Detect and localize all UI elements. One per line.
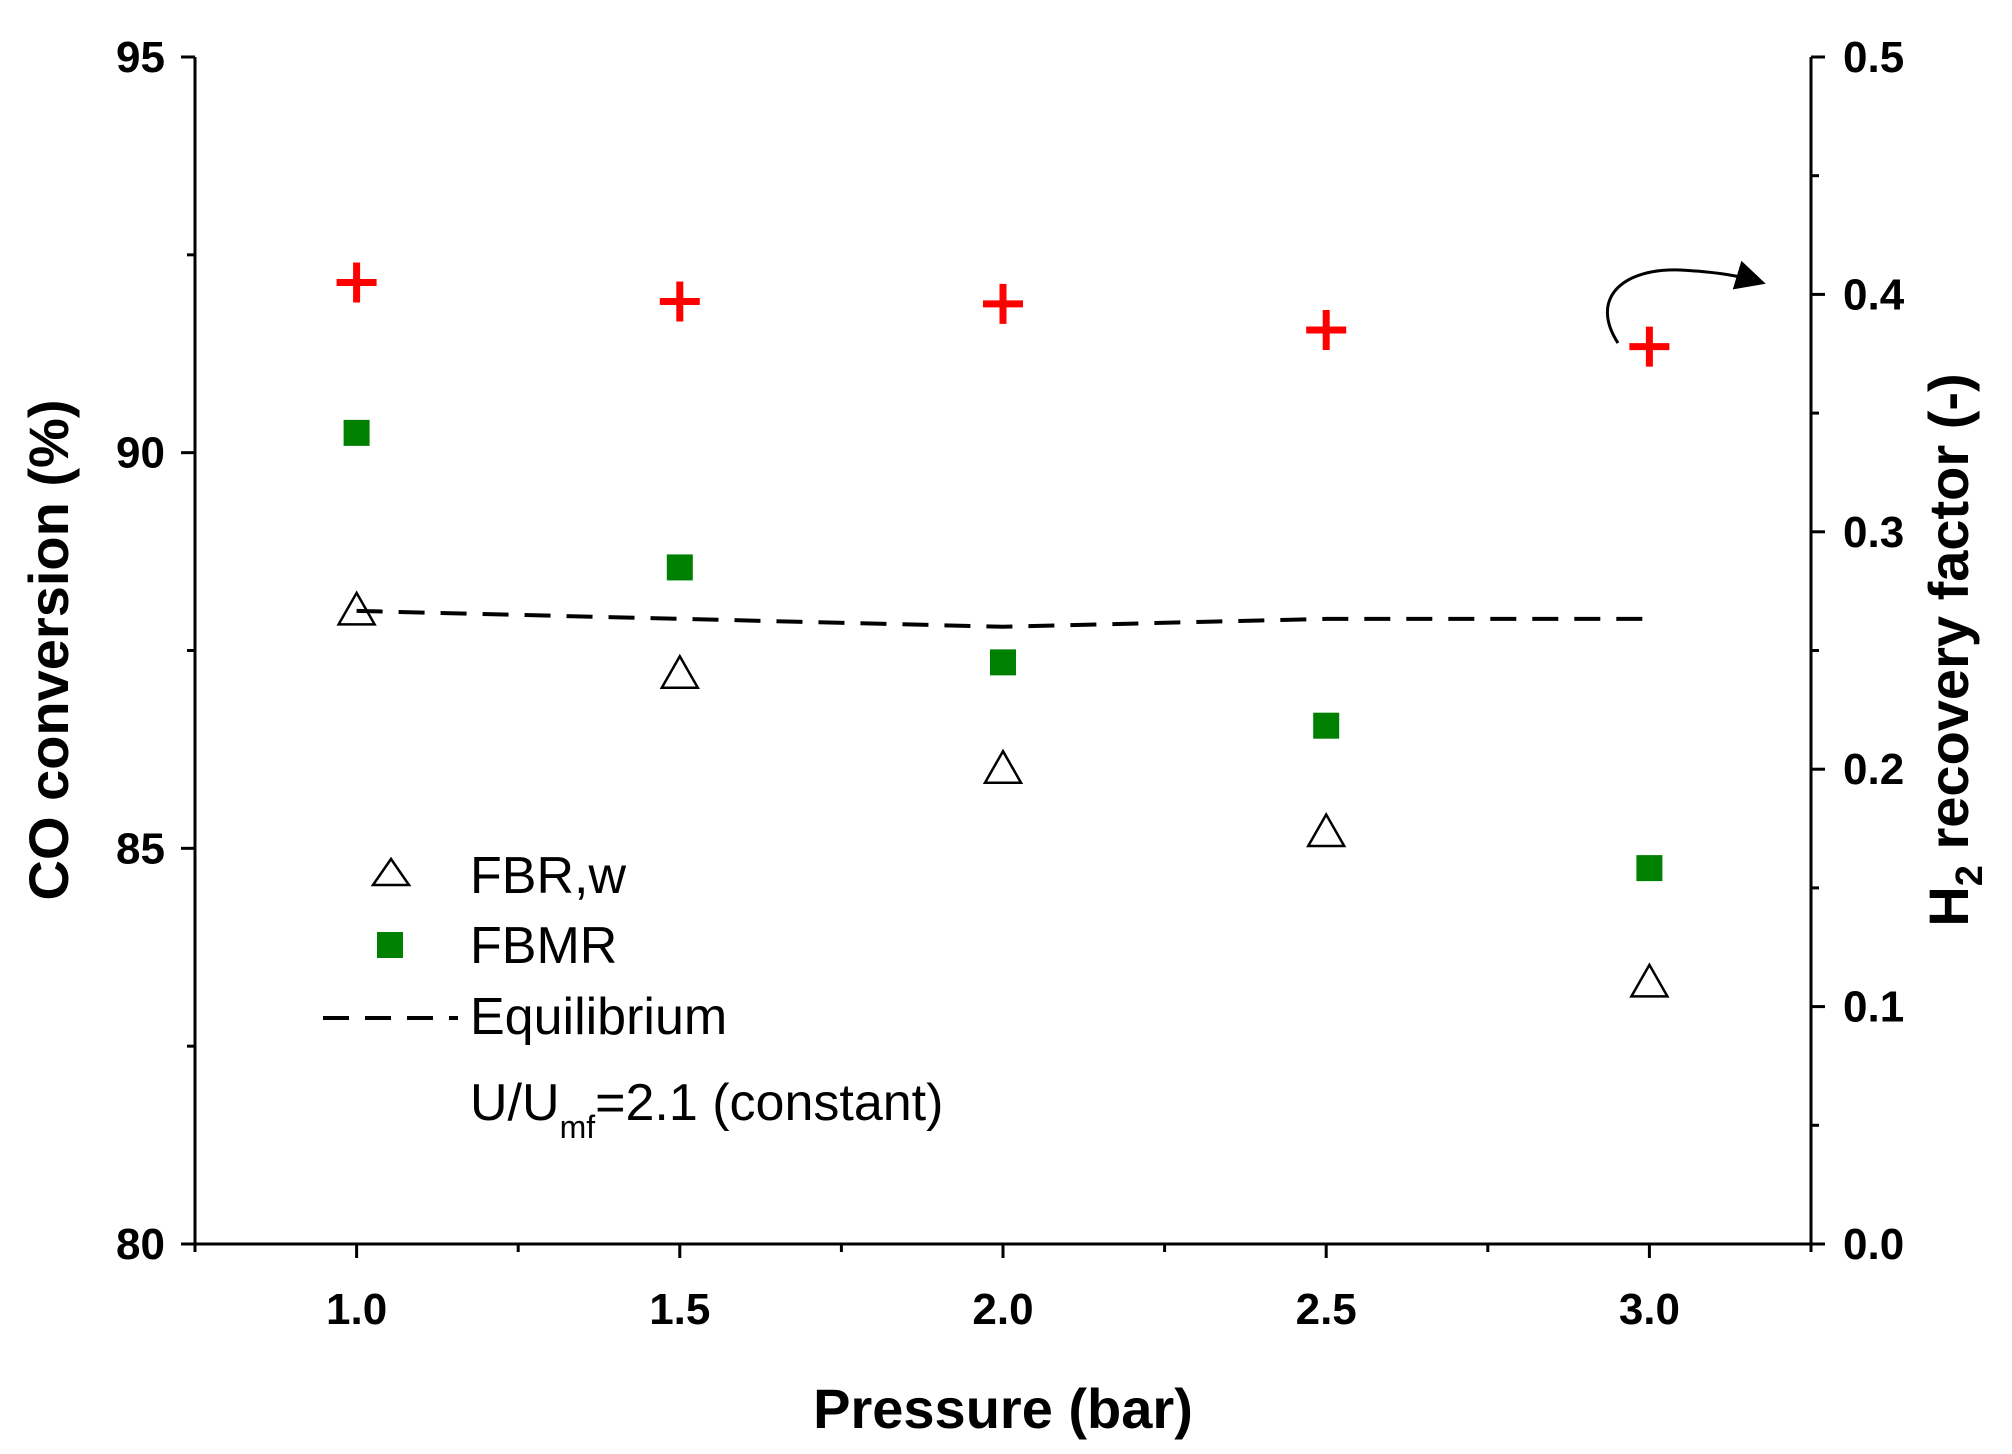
annotation-curved-arrow: [1606, 260, 1766, 344]
x-tick-label: 2.5: [1296, 1285, 1357, 1334]
y-right-tick-label: 0.1: [1843, 983, 1904, 1032]
y-right-axis-ticks: 0.0 0.1 0.2 0.3 0.4 0.5: [1811, 33, 1905, 1269]
y-right-tick-label: 0.4: [1843, 270, 1905, 319]
y-left-tick-label: 90: [116, 429, 165, 478]
series-fbmr: [343, 419, 1663, 882]
series-fbrw: [336, 590, 1670, 998]
x-axis-title: Pressure (bar): [813, 1377, 1193, 1440]
x-tick-label: 3.0: [1619, 1285, 1680, 1334]
x-axis-ticks: 1.0 1.5 2.0 2.5 3.0: [193, 1244, 1813, 1334]
y-left-tick-label: 95: [116, 33, 165, 82]
x-tick-label: 1.5: [649, 1285, 710, 1334]
legend-marker-fbmr: [377, 932, 403, 958]
legend: FBR,w FBMR Equilibrium U/Umf=2.1 (consta…: [323, 847, 943, 1145]
x-tick-label: 2.0: [972, 1285, 1033, 1334]
legend-marker-fbrw: [370, 856, 412, 887]
legend-label-fbrw: FBR,w: [470, 847, 626, 905]
y-left-axis-ticks: 80 85 90 95: [116, 33, 195, 1269]
equilibrium-line: [356, 608, 1650, 629]
fbmr-point: [990, 649, 1016, 676]
h2-recovery-point: [1629, 326, 1670, 367]
y-right-tick-label: 0.2: [1843, 745, 1904, 794]
legend-label-equilibrium: Equilibrium: [470, 988, 727, 1046]
y-right-tick-label: 0.5: [1843, 33, 1904, 82]
h2-recovery-point: [659, 281, 700, 322]
legend-note-sub: mf: [560, 1109, 596, 1145]
fbrw-point: [1306, 811, 1347, 848]
y-right-axis-title: H2 recovery factor (-): [1917, 373, 1991, 926]
y-left-axis-title: CO conversion (%): [17, 400, 80, 901]
y-left-tick-label: 85: [116, 824, 165, 873]
y-right-tick-label: 0.0: [1843, 1220, 1904, 1269]
y-right-title-rest: recovery factor (-): [1917, 373, 1980, 865]
legend-note: U/Umf=2.1 (constant): [470, 1074, 943, 1145]
h2-recovery-point: [1306, 310, 1347, 351]
fbrw-point: [659, 653, 700, 689]
fbmr-point: [343, 419, 370, 446]
y-left-tick-label: 80: [116, 1220, 165, 1269]
y-right-title-sub: 2: [1949, 865, 1991, 886]
fbmr-point: [1636, 855, 1663, 882]
h2-recovery-point: [336, 262, 377, 303]
y-right-title-main: H: [1917, 886, 1980, 926]
legend-note-main: U/U: [470, 1074, 560, 1132]
series-h2-recovery: [336, 262, 1670, 367]
y-right-tick-label: 0.3: [1843, 508, 1904, 557]
fbmr-point: [1313, 712, 1340, 739]
fbmr-point: [666, 554, 693, 581]
legend-note-rest: =2.1 (constant): [595, 1074, 943, 1132]
series-equilibrium: [356, 608, 1650, 629]
fbrw-point: [982, 748, 1024, 784]
fbrw-point: [336, 590, 377, 626]
legend-label-fbmr: FBMR: [470, 917, 617, 975]
fbrw-point: [1629, 962, 1670, 998]
x-tick-label: 1.0: [326, 1285, 387, 1334]
h2-recovery-point: [983, 283, 1023, 324]
